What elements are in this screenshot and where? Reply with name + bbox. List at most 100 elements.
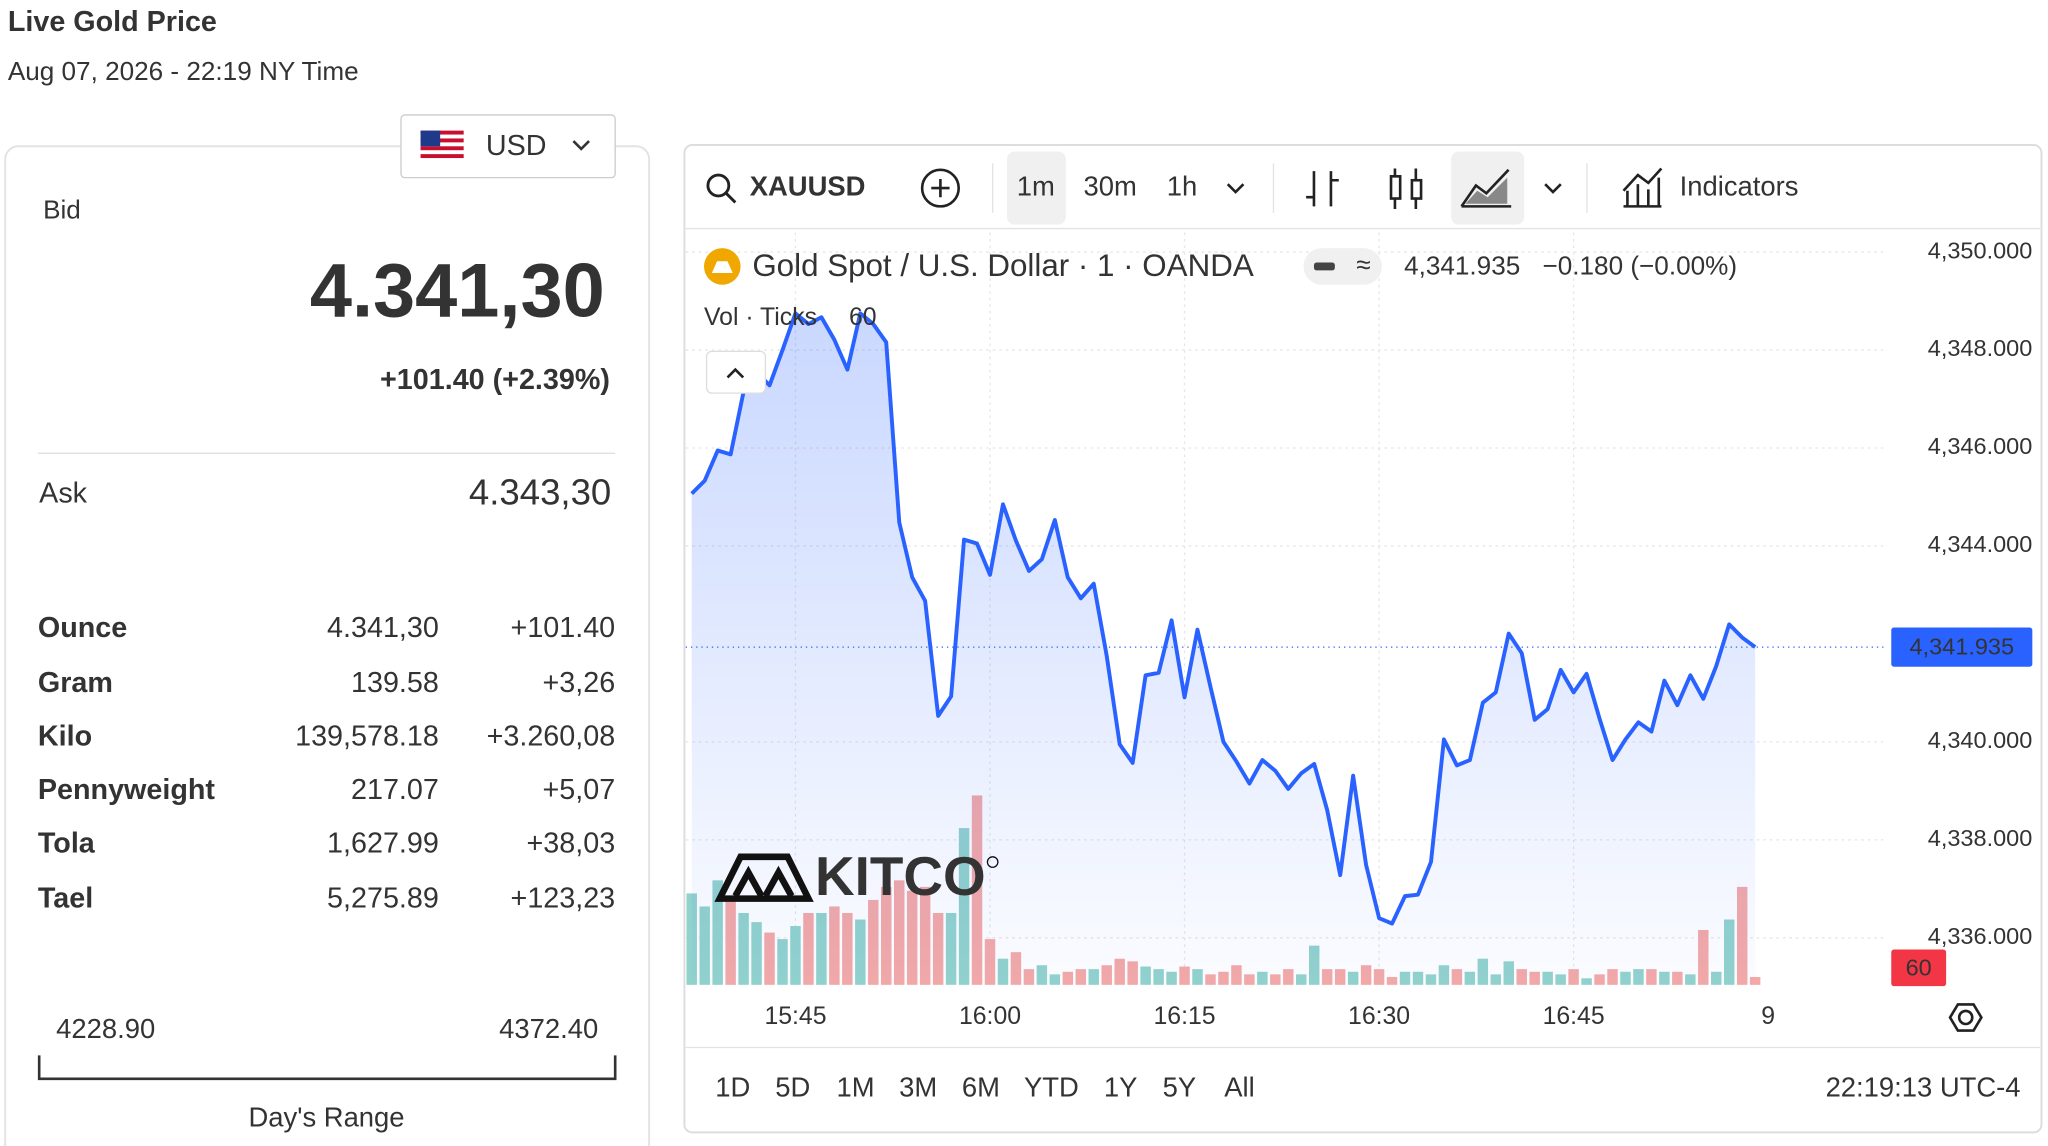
price-card [4,145,651,1146]
chart-title: Gold Spot / U.S. Dollar · 1 · OANDA [752,248,1254,283]
unit-price: 139.58 [351,667,439,699]
area-style-active[interactable] [1451,151,1525,225]
unit-table: Ounce 4.341,30 +101.40 Gram 139.58 +3,26 Kilo 1… [38,612,615,914]
interval-button[interactable]: 30m [1084,170,1137,201]
y-tick-label: 4,340.000 [1928,727,2033,753]
unit-change: +3.260,08 [487,721,616,753]
y-tick-label: 4,344.000 [1928,531,2033,557]
currency-selector[interactable]: USD [400,114,616,179]
timestamp: Aug 07, 2026 - 22:19 NY Time [8,56,359,86]
bars-style[interactable] [1306,171,1339,207]
interval-button[interactable]: 1m [1017,170,1055,201]
clock: 22:19:13 UTC-4 [1826,1072,2021,1103]
x-tick-label: 16:30 [1348,1003,1410,1030]
ask-label: Ask [39,478,88,510]
symbol: XAUUSD [750,170,866,201]
candles-style[interactable] [1410,178,1423,200]
unit-name: Kilo [38,721,92,753]
range-buttons: 1D 5D 1M 3M 6M YTD 1Y 5Y All [715,1072,1255,1103]
watermark: KITCO [714,845,999,907]
x-tick-label: 9 [1761,1003,1775,1030]
y-tick-label: 4,338.000 [1928,825,2033,851]
x-tick-label: 16:00 [959,1003,1021,1030]
unit-price: 4.341,30 [327,612,439,644]
unit-name: Gram [38,667,113,699]
last-price: 4,341.935 [1404,251,1520,281]
unit-change: +3,26 [543,667,616,699]
range-button[interactable]: 5D [775,1072,810,1103]
area-fill [691,313,1756,985]
volume-box [1891,949,1947,987]
active-interval [1007,151,1066,225]
unit-price: 5,275.89 [327,883,439,915]
range-button[interactable]: 1D [715,1072,750,1103]
range-high: 4372.40 [499,1013,598,1044]
chevron [572,140,590,151]
y-tick-label: 4,350.000 [1928,237,2033,263]
range-bar [37,1055,617,1081]
unit-name: Ounce [38,612,127,644]
volume-box-label: 60 [1906,954,1932,980]
bid-change: +101.40 (+2.39%) [380,364,610,396]
range-button[interactable]: 5Y [1163,1072,1197,1103]
y-tick-label: 4,336.000 [1928,923,2033,949]
symbol-logo [711,261,733,273]
bid-label: Bid [43,195,81,225]
unit-price: 217.07 [351,774,439,806]
symbol-search[interactable]: XAUUSD [706,170,866,204]
hide-icon [1313,262,1335,271]
style-menu[interactable] [1544,183,1562,194]
y-tick-label: 4,348.000 [1928,335,2033,361]
range-button[interactable]: 1Y [1104,1072,1138,1103]
chevron [726,367,745,379]
unit-name: Pennyweight [38,774,216,806]
page-title: Live Gold Price [8,6,217,38]
settings-icon[interactable] [1957,1009,1974,1026]
legend-toggles[interactable] [1303,248,1382,285]
interval-menu[interactable] [1226,183,1245,194]
compare-icon: ≈ [1356,249,1370,279]
us-flag [420,130,464,162]
unit-price: 139,578.18 [295,721,439,753]
last-price-label: 4,341.935 [1910,634,2015,660]
unit-name: Tael [38,883,93,915]
ask-price: 4.343,30 [469,472,611,513]
unit-change: +101.40 [511,612,616,644]
unit-change: +123,23 [511,883,616,915]
indicators-label: Indicators [1680,170,1799,201]
bid-price: 4.341,30 [310,249,605,334]
range-low: 4228.90 [56,1013,155,1044]
range-button[interactable]: 6M [962,1072,1000,1103]
candles-style[interactable] [1389,175,1402,200]
price-series [690,311,1757,985]
collapse-button[interactable] [705,350,767,394]
indicators-button[interactable]: Indicators [1622,167,1799,208]
x-tick-label: 16:15 [1154,1003,1216,1030]
search-icon [725,192,737,204]
x-tick-label: 15:45 [764,1003,826,1030]
range-button[interactable]: 3M [899,1072,937,1103]
area-style-icon [1460,168,1512,208]
last-price-box [1891,627,2033,667]
price-change: −0.180 (−0.00%) [1543,251,1738,281]
unit-change: +5,07 [543,774,616,806]
interval-button[interactable]: 1h [1167,170,1197,201]
search-icon [706,173,731,198]
unit-change: +38,03 [527,828,616,860]
unit-price: 1,627.99 [327,828,439,860]
range-button[interactable]: 1M [836,1072,874,1103]
range-button[interactable]: YTD [1024,1072,1079,1103]
currency-label: USD [486,130,547,162]
y-tick-label: 4,346.000 [1928,433,2033,459]
settings-icon[interactable] [1948,1003,1983,1032]
plot-area: 15:45 16:00 16:15 16:30 16:45 9 4,350.000 4,348… [685,232,2033,1030]
area-style-icon [1465,177,1508,204]
compare-button[interactable] [920,168,960,208]
range-label: Day's Range [248,1102,404,1133]
range-button[interactable]: All [1224,1072,1254,1103]
watermark-text: KITCO [815,845,986,907]
volume-title: Vol · Ticks [704,304,817,331]
volume-value: 60 [849,304,877,331]
